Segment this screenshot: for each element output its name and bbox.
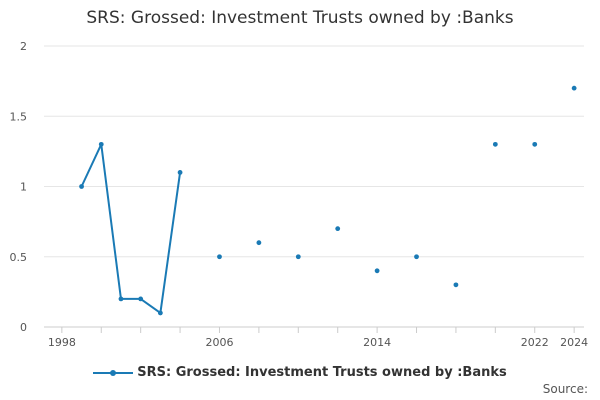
y-tick-label: 1.5	[10, 110, 28, 123]
data-point	[492, 141, 498, 147]
x-tick-label: 2022	[521, 336, 549, 349]
series-line-segment	[100, 143, 122, 300]
data-point	[295, 254, 301, 260]
series-line-segment	[80, 143, 103, 188]
x-tick-label: 2024	[560, 336, 588, 349]
data-point	[98, 141, 104, 147]
source-label: Source:	[542, 382, 588, 396]
y-tick-label: 0.5	[10, 251, 28, 264]
legend-dot	[110, 369, 117, 376]
x-axis: 1998 2006 2014 2022 2024	[44, 326, 588, 349]
x-tick-label: 1998	[48, 336, 76, 349]
y-tick-label: 2	[20, 40, 27, 53]
x-tick-label: 2014	[363, 336, 391, 349]
y-tick-label: 1	[20, 181, 27, 194]
data-point	[79, 184, 84, 189]
legend-swatch	[93, 368, 134, 378]
data-point	[177, 170, 183, 175]
gridlines	[44, 45, 584, 258]
data-point	[414, 254, 419, 260]
data-point	[335, 226, 341, 232]
data-point	[532, 141, 538, 147]
data-point	[374, 268, 380, 274]
x-tick-label: 2006	[205, 336, 233, 349]
y-tick-label: 0	[20, 321, 27, 334]
data-point	[256, 240, 262, 246]
data-point	[571, 85, 577, 91]
legend: SRS: Grossed: Investment Trusts owned by…	[0, 365, 600, 380]
data-point	[453, 282, 459, 288]
series-line-segment	[159, 171, 182, 314]
series-line-segment	[139, 297, 162, 314]
data-point	[217, 254, 222, 260]
chart-title: SRS: Grossed: Investment Trusts owned by…	[86, 8, 514, 28]
legend-label: SRS: Grossed: Investment Trusts owned by…	[137, 365, 507, 380]
data-point	[157, 310, 163, 316]
data-point	[118, 296, 124, 302]
series-layer	[79, 85, 577, 316]
data-point	[138, 296, 144, 302]
y-axis: 0 0.5 1 1.5 2	[10, 40, 28, 334]
